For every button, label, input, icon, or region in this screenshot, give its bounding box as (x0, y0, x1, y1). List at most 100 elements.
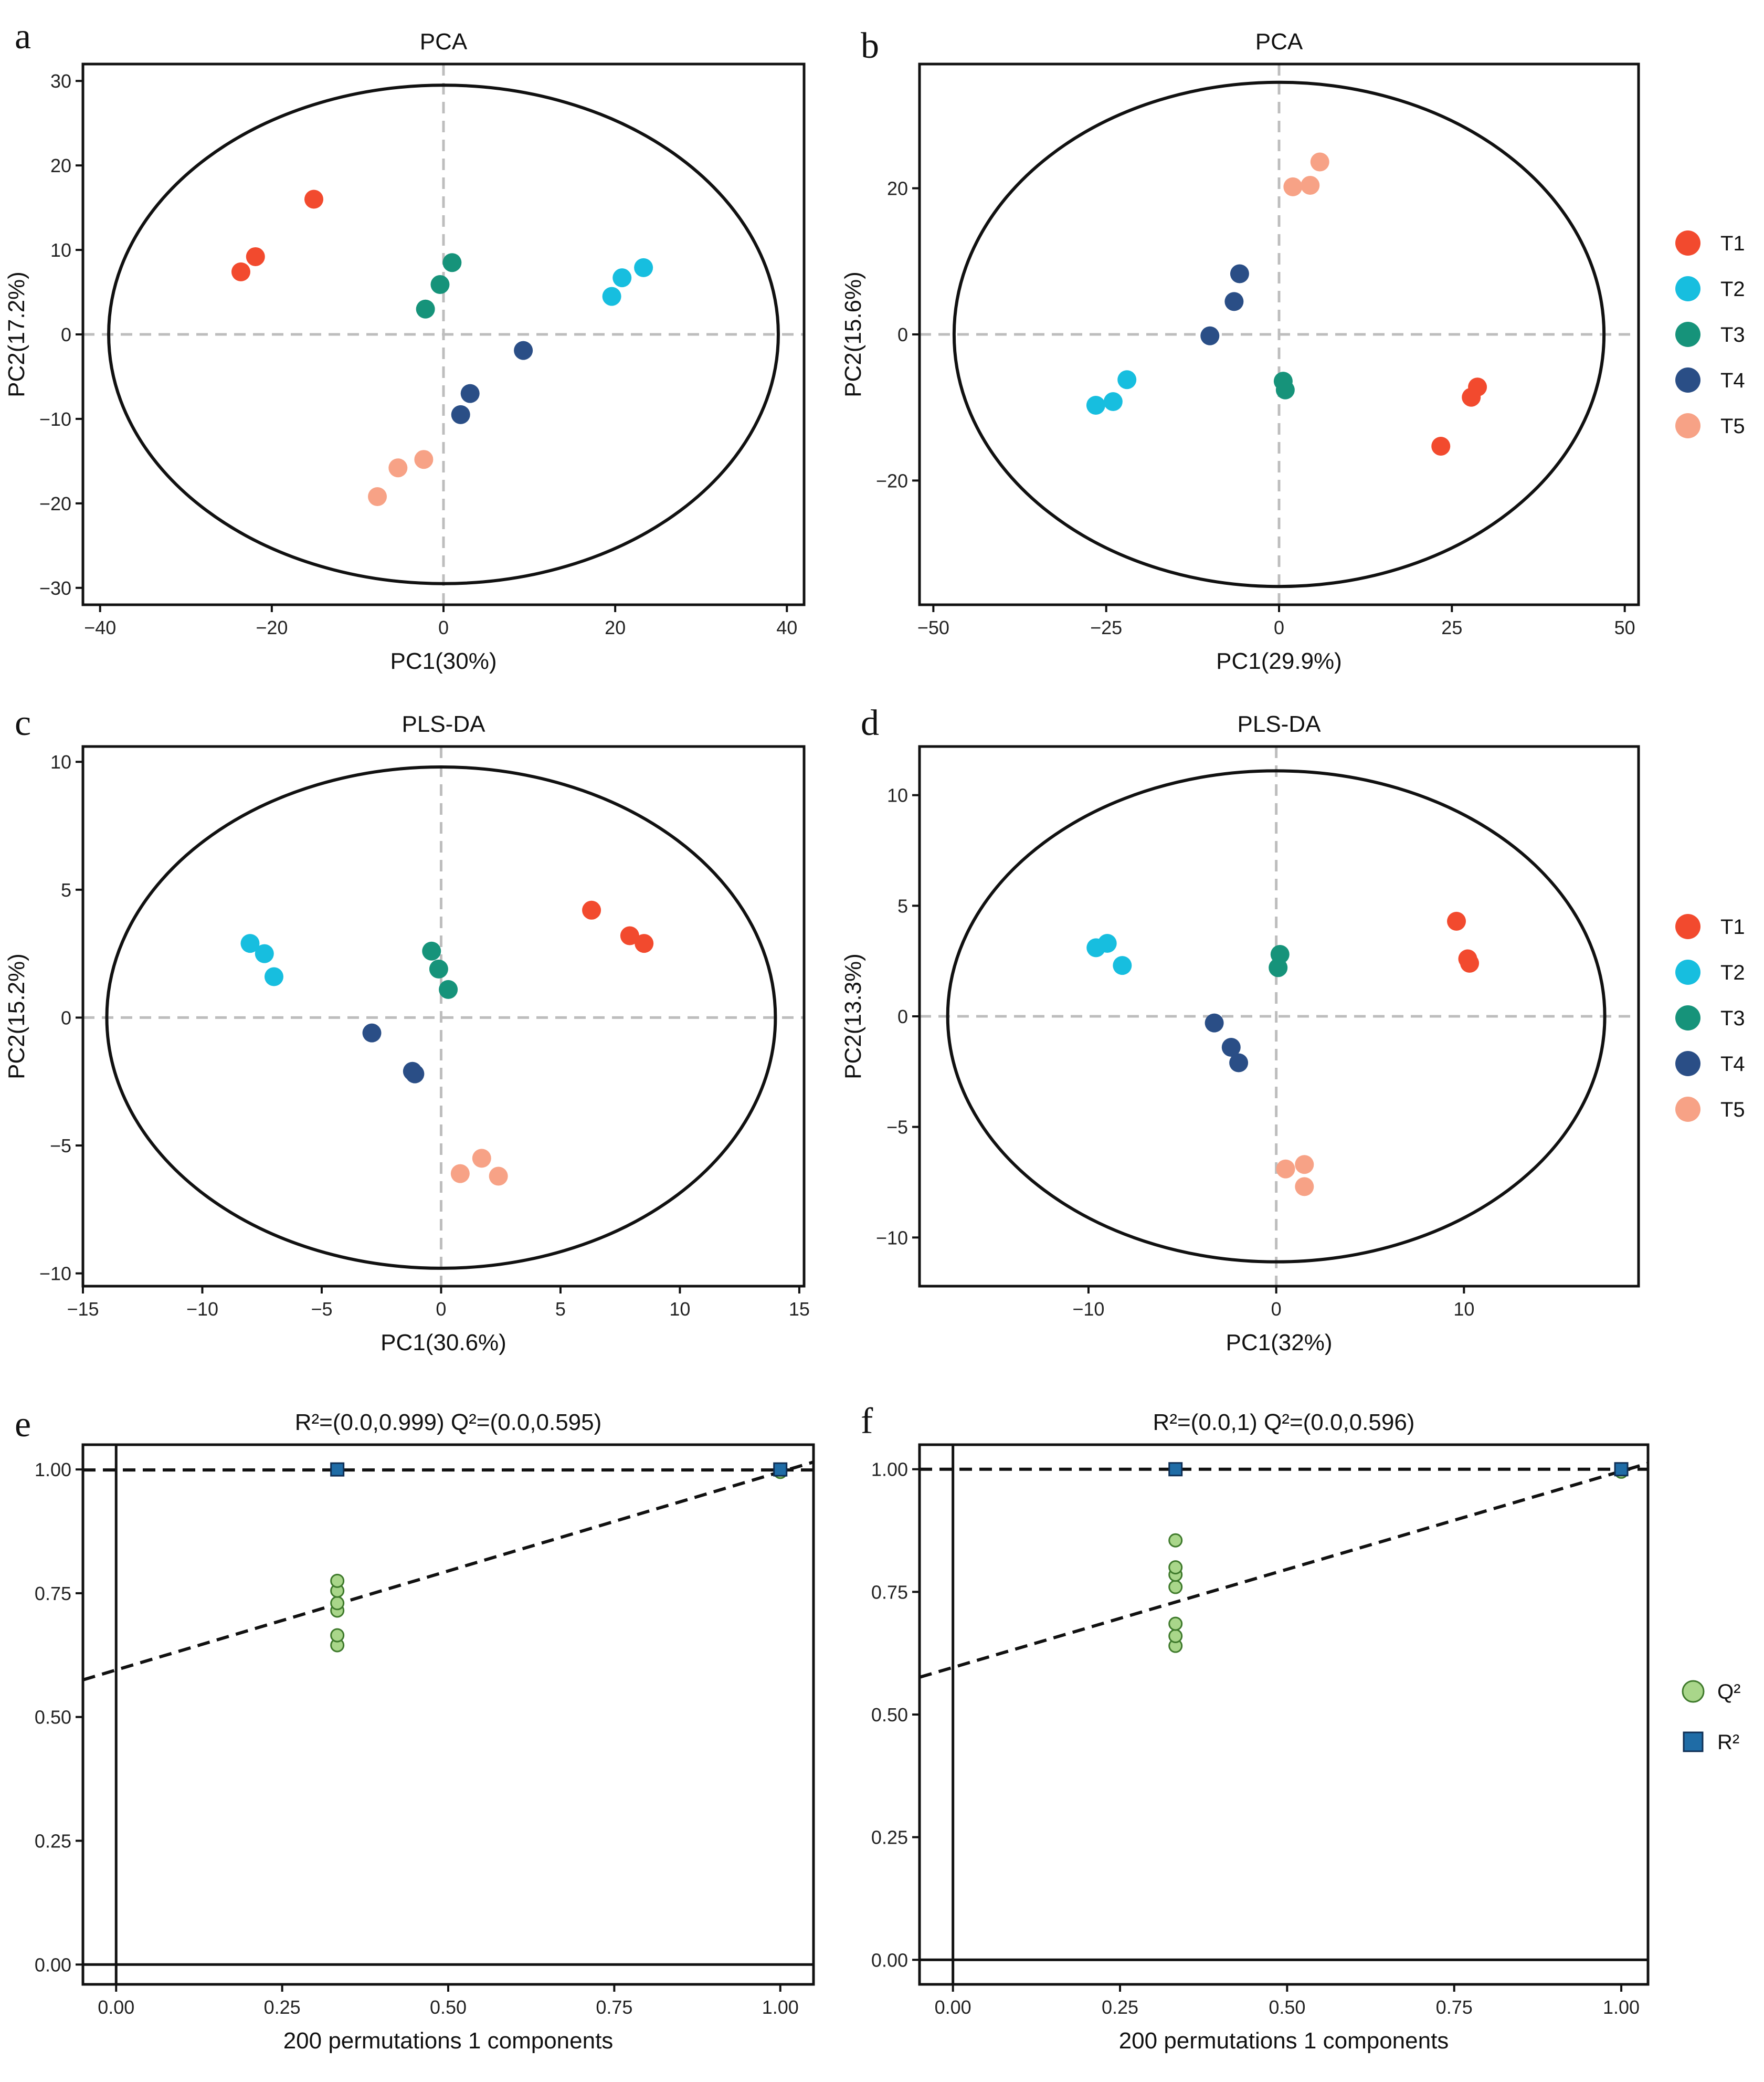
x-tick-label: −10 (186, 1298, 218, 1320)
y-tick-label: 30 (50, 70, 71, 92)
point-T4 (1205, 1013, 1224, 1033)
y-axis-label: PC2(15.6%) (840, 271, 866, 397)
x-tick-label: 0.50 (1269, 1996, 1305, 2018)
panel-a: a PCA −40 −20 0 20 40 −30 −20 −10 0 10 20 30 PC1(30%) P… (4, 16, 806, 674)
point-T1 (1460, 953, 1480, 973)
legend-label: T4 (1720, 1053, 1745, 1076)
panel-d: d PLS-DA −10 0 10 −10 −5 0 5 10 PC1(32%) PC2(13.3%) (840, 703, 1640, 1355)
x-tick-label: 0 (1274, 617, 1284, 638)
point-T1 (231, 262, 250, 281)
y-tick-label: −10 (39, 1263, 71, 1285)
point-T2 (612, 268, 632, 288)
y-tick-label: −5 (886, 1117, 908, 1138)
x-tick-label: −10 (1072, 1298, 1104, 1320)
legend-label: T5 (1720, 415, 1745, 438)
legend-marker-r2 (1683, 1731, 1704, 1752)
point-T3 (422, 941, 441, 961)
panel-label: f (861, 1401, 873, 1442)
point-T1 (1431, 436, 1451, 456)
q2-point (1168, 1580, 1183, 1594)
x-tick-label: −15 (67, 1298, 99, 1320)
y-tick-label: −10 (39, 408, 71, 430)
plot-frame (918, 1443, 1650, 1986)
panel-b: b PCA −50 −25 0 25 50 −20 0 20 PC1(29.9%) PC2(15.6%… (840, 26, 1640, 674)
legend-marker-T4 (1675, 367, 1700, 393)
y-tick-label: 0 (61, 324, 71, 345)
point-T4 (451, 405, 470, 424)
y-axis-label: PC2(15.2%) (4, 953, 29, 1079)
y-tick-label: 0.75 (871, 1581, 908, 1603)
legend-label: T1 (1720, 232, 1745, 255)
plot-area (920, 1445, 1648, 1984)
legend-marker-q2 (1682, 1680, 1705, 1703)
q2-point (1168, 1560, 1183, 1575)
legend-marker-T3 (1675, 322, 1700, 347)
legend-marker-T2 (1675, 276, 1700, 301)
point-T4 (1229, 1053, 1249, 1072)
y-tick-label: 20 (50, 155, 71, 176)
chart-title: PCA (420, 29, 468, 55)
y-tick-label: 0 (61, 1007, 71, 1028)
r2-point (773, 1462, 788, 1477)
chart-title: PLS-DA (402, 711, 486, 737)
x-tick-label: −25 (1090, 617, 1122, 638)
panel-label: e (15, 1404, 31, 1445)
x-tick-label: 50 (1614, 617, 1635, 638)
confidence-ellipse (952, 80, 1606, 588)
x-tick-label: 0.75 (596, 1996, 632, 2018)
legend-marker-T1 (1675, 230, 1700, 256)
panel-e: e R²=(0.0,0.999) Q²=(0.0,0.595) 0.00 0.25 0.… (15, 1404, 815, 2054)
x-axis-label: 200 permutations 1 components (1119, 2028, 1449, 2054)
x-tick-label: 0 (436, 1298, 446, 1320)
y-tick-label: 5 (61, 879, 71, 901)
q2-point (330, 1596, 345, 1611)
point-T4 (362, 1023, 382, 1043)
r2-point (1614, 1462, 1629, 1477)
plot-area (83, 64, 804, 605)
point-T2 (1086, 396, 1105, 415)
point-T4 (1230, 264, 1249, 283)
point-T1 (246, 247, 265, 266)
x-tick-label: 20 (605, 617, 626, 638)
x-axis-label: PC1(30.6%) (381, 1330, 506, 1355)
point-T3 (429, 959, 448, 979)
legend-label: T4 (1720, 369, 1745, 392)
legend-label: T2 (1720, 278, 1745, 301)
q2-regression-line (920, 1461, 1648, 1679)
panel-c: c PLS-DA −15 −10 −5 0 5 10 15 −10 −5 0 5 10 PC1(30.6%)… (4, 703, 810, 1355)
point-T5 (450, 1164, 470, 1183)
legend-plsda: T1 T2 T3 T4 T5 (1675, 914, 1745, 1122)
plot-area (920, 64, 1639, 605)
y-tick-label: 0.50 (35, 1707, 71, 1728)
y-tick-label: 0.50 (871, 1704, 908, 1726)
point-T1 (635, 934, 654, 953)
x-tick-label: 10 (669, 1298, 690, 1320)
chart-title: R²=(0.0,0.999) Q²=(0.0,0.595) (295, 1410, 602, 1435)
legend-label: Q² (1717, 1680, 1740, 1704)
y-tick-label: 0.75 (35, 1583, 71, 1604)
panel-label: d (861, 703, 879, 743)
point-T5 (368, 487, 387, 506)
x-tick-label: 1.00 (1603, 1996, 1640, 2018)
point-T2 (602, 287, 621, 306)
y-tick-label: 0.00 (35, 1954, 71, 1975)
x-tick-label: 25 (1441, 617, 1462, 638)
y-tick-label: 10 (50, 751, 71, 773)
legend-permutation: Q² R² (1682, 1680, 1740, 1754)
legend-label: R² (1717, 1731, 1739, 1754)
point-T1 (304, 190, 324, 209)
legend-marker-T1 (1675, 914, 1700, 939)
x-tick-label: 0.75 (1436, 1996, 1473, 2018)
panel-label: b (861, 26, 879, 66)
q2-point (330, 1573, 345, 1588)
q2-point (1168, 1616, 1183, 1631)
y-tick-label: 10 (887, 785, 908, 806)
point-T3 (439, 980, 458, 999)
y-tick-label: 0 (897, 324, 908, 345)
q2-point (330, 1628, 345, 1643)
y-tick-label: 0.00 (871, 1949, 908, 1971)
point-T5 (414, 450, 434, 469)
x-tick-label: 0 (438, 617, 449, 638)
point-T3 (416, 299, 435, 319)
